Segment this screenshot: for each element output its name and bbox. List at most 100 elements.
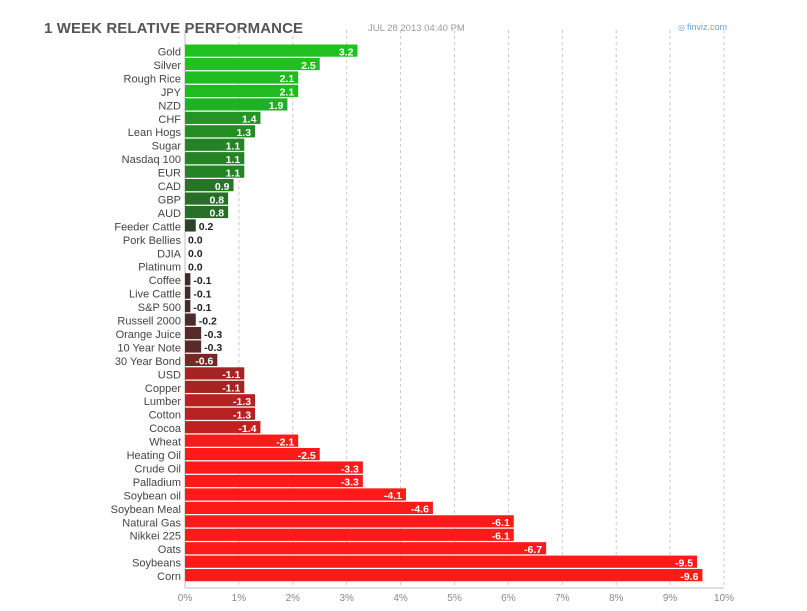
category-label: Soybean Meal [111,504,181,516]
value-label: -0.1 [193,288,211,300]
category-label: Gold [158,47,181,59]
value-label: 1.4 [242,114,257,126]
category-label: Pork Bellies [123,235,182,247]
bar[interactable] [185,205,229,219]
category-label: Cotton [149,410,181,422]
brand-link[interactable]: ◎ finviz.com [678,22,727,32]
bar[interactable] [185,138,245,151]
x-tick-label: 5% [447,593,462,604]
bar[interactable] [185,474,363,488]
category-label: Heating Oil [127,450,181,462]
bar[interactable] [185,152,245,165]
x-tick-label: 0% [178,593,193,604]
bar[interactable] [185,313,196,326]
chart-title: 1 WEEK RELATIVE PERFORMANCE [44,20,304,37]
bar[interactable] [185,44,358,57]
value-label: 2.5 [301,60,316,72]
category-label: Sugar [152,141,182,153]
value-label: -6.1 [492,531,510,543]
category-label: Wheat [149,437,181,449]
bar[interactable] [185,380,245,393]
category-label: 10 Year Note [117,342,181,354]
bar[interactable] [185,407,256,420]
value-label: -0.2 [199,315,217,327]
bar[interactable] [185,555,698,568]
category-label: AUD [158,208,181,220]
bar[interactable] [185,488,406,501]
value-label: 2.1 [280,87,295,99]
value-label: -1.3 [233,409,251,421]
bar[interactable] [185,57,320,71]
value-label: -4.6 [411,504,429,516]
value-label: -0.6 [195,356,213,368]
category-label: CAD [158,181,181,193]
bar[interactable] [185,340,202,353]
value-label: 1.1 [226,140,241,152]
category-label: Orange Juice [116,329,181,341]
bar[interactable] [185,219,196,232]
category-label: Russell 2000 [117,316,181,328]
bar[interactable] [185,515,514,528]
bar[interactable] [185,353,218,367]
category-label: Soybeans [132,558,181,570]
category-label: Nasdaq 100 [122,154,181,166]
x-tick-label: 10% [714,593,734,604]
bar[interactable] [185,542,547,555]
category-label: Rough Rice [124,73,181,85]
value-label: 0.9 [215,181,230,193]
bar[interactable] [185,286,191,299]
value-label: 0.8 [210,208,225,220]
bar[interactable] [185,421,261,434]
value-label: 1.3 [236,127,251,139]
bar[interactable] [185,98,288,111]
value-label: 0.0 [188,235,203,247]
bar[interactable] [185,192,229,205]
bar[interactable] [185,111,261,124]
value-label: -0.1 [193,302,211,314]
bar[interactable] [185,434,299,447]
bars [185,44,703,582]
value-label: -2.5 [298,450,316,462]
x-tick-label: 7% [555,593,570,604]
bar[interactable] [185,326,202,340]
bar[interactable] [185,273,191,286]
category-label: CHF [158,114,181,126]
value-label: -4.1 [384,490,402,502]
value-labels: 3.22.52.12.11.91.41.31.11.11.10.90.80.80… [188,46,699,583]
category-label: Oats [158,544,182,556]
value-label: -1.4 [238,423,256,435]
finviz-logo-icon: ◎ [678,23,685,32]
bar[interactable] [185,84,299,98]
bar[interactable] [185,528,514,541]
value-label: -9.5 [675,557,693,569]
x-tick-label: 2% [286,593,301,604]
category-label: Soybean oil [124,490,182,502]
bar[interactable] [185,394,256,407]
category-label: Lumber [144,396,182,408]
bar[interactable] [185,501,433,514]
category-label: Coffee [149,275,181,287]
bar[interactable] [185,461,363,474]
category-label: JPY [161,87,182,99]
bar[interactable] [185,448,320,461]
bar[interactable] [185,300,191,313]
bar[interactable] [185,125,256,138]
bar[interactable] [185,367,245,380]
category-label: Nikkei 225 [130,531,181,543]
bar[interactable] [185,179,234,192]
value-label: 1.9 [269,100,284,112]
bar[interactable] [185,71,299,84]
value-label: -0.1 [193,275,211,287]
value-label: -3.3 [341,477,359,489]
x-tick-label: 3% [339,593,354,604]
category-label: Silver [153,60,181,72]
value-label: 1.1 [226,154,241,166]
bar[interactable] [185,569,703,582]
value-label: 0.0 [188,262,203,274]
bar[interactable] [185,165,245,178]
category-label: Crude Oil [135,463,181,475]
value-label: -9.6 [680,571,698,583]
value-label: -6.1 [492,517,510,529]
category-label: Platinum [138,262,181,274]
